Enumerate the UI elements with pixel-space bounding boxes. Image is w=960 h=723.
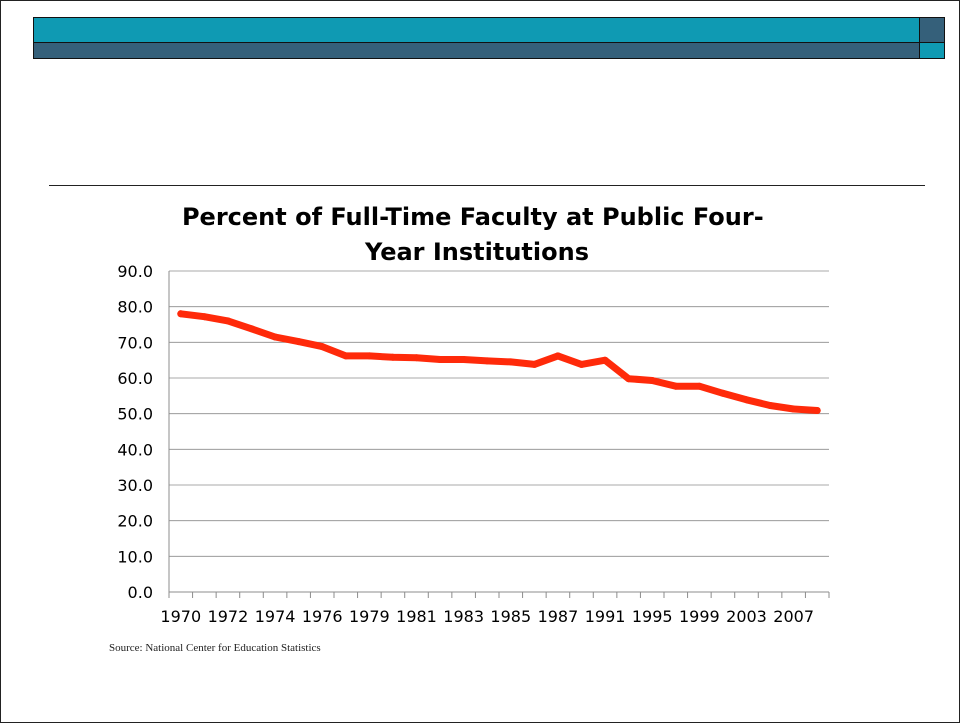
data-point: [271, 333, 279, 341]
x-tick-label: 1987: [538, 607, 579, 626]
header-banner: [33, 17, 923, 59]
x-tick-label: 1979: [349, 607, 390, 626]
banner-slate-band: [34, 43, 922, 58]
data-point: [318, 343, 326, 351]
y-tick-label: 30.0: [117, 476, 153, 495]
data-point: [530, 360, 538, 368]
chart-title: Percent of Full-Time Faculty at Public F…: [182, 203, 772, 266]
x-axis-tick-labels: 1970 1972 1974 1976 1979 1981 1983 1985 1987 1991…: [160, 607, 814, 626]
data-point: [342, 352, 350, 360]
data-point: [295, 338, 303, 346]
x-tick-label: 2007: [773, 607, 814, 626]
x-tick-label: 1995: [632, 607, 673, 626]
y-tick-label: 20.0: [117, 512, 153, 531]
data-point: [248, 325, 255, 333]
data-point: [507, 358, 515, 366]
series-layer: [177, 310, 821, 414]
data-point: [625, 375, 633, 383]
data-point: [672, 382, 680, 390]
data-point: [601, 356, 609, 364]
y-tick-label: 10.0: [117, 547, 153, 566]
x-tick-label: 1981: [396, 607, 437, 626]
data-point: [389, 353, 397, 361]
y-tick-label: 50.0: [117, 405, 153, 424]
x-tick-label: 1985: [490, 607, 531, 626]
data-point: [365, 352, 373, 360]
source-note: Source: National Center for Education St…: [109, 642, 321, 654]
x-tick-label: 1970: [160, 607, 201, 626]
y-tick-label: 70.0: [117, 333, 153, 352]
x-tick-label: 1972: [208, 607, 249, 626]
y-tick-label: 40.0: [117, 440, 153, 459]
x-tick-label: 1974: [255, 607, 296, 626]
data-point: [813, 407, 821, 414]
side-box-teal: [920, 43, 944, 58]
data-point: [413, 354, 420, 362]
x-tick-label: 1991: [585, 607, 626, 626]
banner-side-box: [919, 17, 945, 59]
data-point: [648, 377, 656, 384]
y-tick-label: 90.0: [117, 262, 153, 281]
data-point: [460, 356, 468, 363]
axes: [168, 271, 830, 598]
x-tick-label: 1976: [302, 607, 343, 626]
data-point: [436, 356, 444, 363]
side-box-slate: [920, 18, 944, 43]
data-point: [554, 352, 562, 360]
data-point: [224, 317, 232, 325]
series-line: [177, 310, 821, 414]
x-tick-label: 1999: [679, 607, 720, 626]
data-point: [578, 360, 585, 368]
title-rule: [49, 185, 925, 186]
chart-title-line-1: Percent of Full-Time Faculty at Public F…: [182, 203, 764, 231]
data-point: [790, 405, 798, 413]
data-point: [200, 313, 208, 321]
y-tick-label: 60.0: [117, 369, 153, 388]
gridlines: [169, 270, 829, 557]
x-tick-label: 2003: [726, 607, 767, 626]
x-tick-label: 1983: [443, 607, 484, 626]
data-point: [719, 389, 727, 397]
y-tick-label: 0.0: [128, 583, 153, 602]
chart-title-line-2: Year Institutions: [364, 238, 589, 266]
data-point: [177, 310, 185, 318]
data-point: [743, 396, 750, 404]
data-point: [695, 382, 703, 390]
data-point: [766, 402, 774, 409]
y-axis-tick-labels: 0.0 10.0 20.0 30.0 40.0 50.0 60.0 70.0 80.0 90.0: [117, 262, 153, 602]
data-point: [483, 357, 491, 365]
y-tick-label: 80.0: [117, 298, 153, 317]
banner-teal-band: [34, 18, 922, 43]
